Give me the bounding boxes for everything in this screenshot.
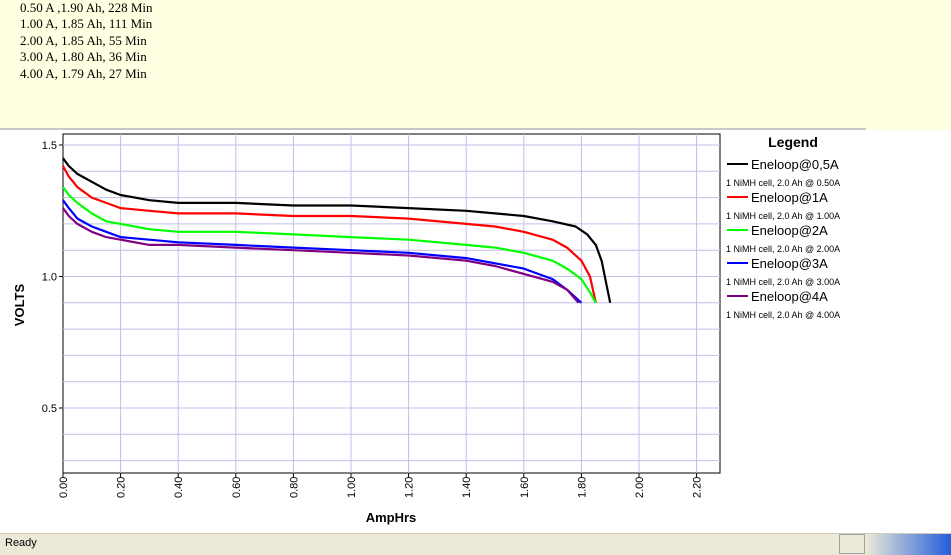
x-tick-label: 2.20 (692, 477, 704, 498)
x-tick-label: 0.40 (173, 477, 185, 498)
right-margin (866, 130, 951, 533)
series-line (62, 199, 583, 304)
summary-line: 3.00 A, 1.80 Ah, 36 Min (20, 49, 147, 64)
legend-entry-name: Eneloop@2A (751, 223, 828, 238)
x-tick-label: 0.60 (231, 477, 243, 498)
legend-entry-description: 1 NiMH cell, 2.0 Ah @ 1.00A (726, 211, 840, 221)
status-bar-edge (866, 534, 951, 555)
summary-line: 1.00 A, 1.85 Ah, 111 Min (20, 16, 153, 31)
chart-panel: 0.5 1.0 1.5 0.00 0.20 0.40 0.60 0.80 1.00 1.20 1.… (0, 130, 866, 533)
discharge-chart: 0.5 1.0 1.5 0.00 0.20 0.40 0.60 0.80 1.00 1.20 1.… (12, 133, 840, 525)
y-tick-label: 1.5 (42, 140, 57, 152)
y-axis-label: VOLTS (12, 283, 27, 326)
x-tick-label: 1.40 (461, 477, 473, 498)
series-line (62, 165, 597, 304)
legend-entry-name: Eneloop@3A (751, 256, 828, 271)
summary-line: 2.00 A, 1.85 Ah, 55 Min (20, 33, 147, 48)
x-tick-label: 0.20 (116, 477, 128, 498)
legend-entry-description: 1 NiMH cell, 2.0 Ah @ 3.00A (726, 277, 840, 287)
series-line (62, 157, 612, 304)
x-tick-label: 1.20 (404, 477, 416, 498)
legend: Eneloop@0,5A 1 NiMH cell, 2.0 Ah @ 0.50A E… (726, 157, 840, 320)
plot-area (62, 133, 721, 474)
y-tick-label: 1.0 (42, 272, 57, 284)
status-panel (839, 534, 865, 554)
legend-entry-description: 1 NiMH cell, 2.0 Ah @ 2.00A (726, 244, 840, 254)
x-axis-label: AmpHrs (366, 510, 417, 525)
x-axis-ticks: 0.00 0.20 0.40 0.60 0.80 1.00 1.20 1.40 1.60 1.80… (58, 473, 704, 498)
grid-lines (63, 134, 720, 473)
status-text: Ready (5, 537, 37, 549)
legend-entry-name: Eneloop@4A (751, 289, 828, 304)
x-tick-label: 2.00 (634, 477, 646, 498)
x-tick-label: 0.00 (58, 477, 70, 498)
summary-line: 0.50 A ,1.90 Ah, 228 Min (20, 0, 153, 15)
y-axis-ticks: 0.5 1.0 1.5 (42, 140, 63, 415)
x-tick-label: 0.80 (288, 477, 300, 498)
x-tick-label: 1.80 (576, 477, 588, 498)
x-tick-label: 1.60 (519, 477, 531, 498)
legend-title: Legend (768, 134, 818, 150)
legend-entry-description: 1 NiMH cell, 2.0 Ah @ 4.00A (726, 310, 840, 320)
legend-entry-name: Eneloop@1A (751, 190, 828, 205)
series-line (62, 207, 580, 304)
legend-entry-description: 1 NiMH cell, 2.0 Ah @ 0.50A (726, 178, 840, 188)
status-bar: Ready (0, 533, 951, 555)
y-tick-label: 0.5 (42, 403, 57, 415)
summary-line: 4.00 A, 1.79 Ah, 27 Min (20, 66, 147, 81)
x-tick-label: 1.00 (346, 477, 358, 498)
panel-divider (0, 128, 866, 130)
legend-entry-name: Eneloop@0,5A (751, 157, 839, 172)
series-line (62, 186, 597, 304)
series-lines (62, 157, 612, 304)
summary-notes-panel: 0.50 A ,1.90 Ah, 228 Min 1.00 A, 1.85 Ah… (0, 0, 951, 130)
